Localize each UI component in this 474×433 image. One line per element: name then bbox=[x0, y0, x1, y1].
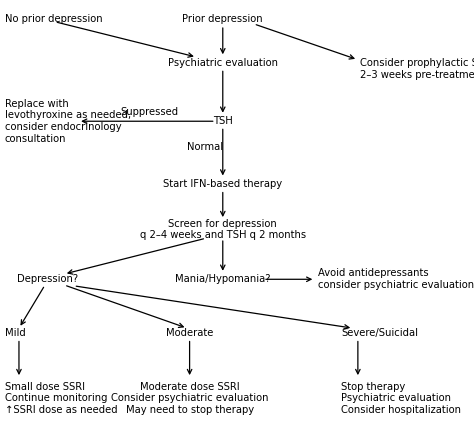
Text: Screen for depression
q 2–4 weeks and TSH q 2 months: Screen for depression q 2–4 weeks and TS… bbox=[140, 219, 306, 240]
Text: Normal: Normal bbox=[187, 142, 223, 152]
Text: Prior depression: Prior depression bbox=[182, 14, 263, 25]
Text: Severe/Suicidal: Severe/Suicidal bbox=[341, 328, 418, 339]
Text: Small dose SSRI
Continue monitoring
↑SSRI dose as needed: Small dose SSRI Continue monitoring ↑SSR… bbox=[5, 382, 118, 415]
Text: TSH: TSH bbox=[213, 116, 233, 126]
Text: Mania/Hypomania?: Mania/Hypomania? bbox=[175, 274, 271, 284]
Text: Moderate dose SSRI
Consider psychiatric evaluation
May need to stop therapy: Moderate dose SSRI Consider psychiatric … bbox=[111, 382, 268, 415]
Text: Psychiatric evaluation: Psychiatric evaluation bbox=[168, 58, 278, 68]
Text: Suppressed: Suppressed bbox=[120, 107, 178, 117]
Text: Mild: Mild bbox=[5, 328, 26, 339]
Text: Avoid antidepressants
consider psychiatric evaluation: Avoid antidepressants consider psychiatr… bbox=[318, 268, 474, 290]
Text: Replace with
levothyroxine as needed,
consider endocrinology
consultation: Replace with levothyroxine as needed, co… bbox=[5, 99, 131, 144]
Text: Moderate: Moderate bbox=[166, 328, 213, 339]
Text: Depression?: Depression? bbox=[17, 274, 78, 284]
Text: Stop therapy
Psychiatric evaluation
Consider hospitalization: Stop therapy Psychiatric evaluation Cons… bbox=[341, 382, 461, 415]
Text: Start IFN-based therapy: Start IFN-based therapy bbox=[163, 179, 283, 189]
Text: Consider prophylactic SSRI
2–3 weeks pre-treatment: Consider prophylactic SSRI 2–3 weeks pre… bbox=[360, 58, 474, 80]
Text: No prior depression: No prior depression bbox=[5, 14, 102, 25]
